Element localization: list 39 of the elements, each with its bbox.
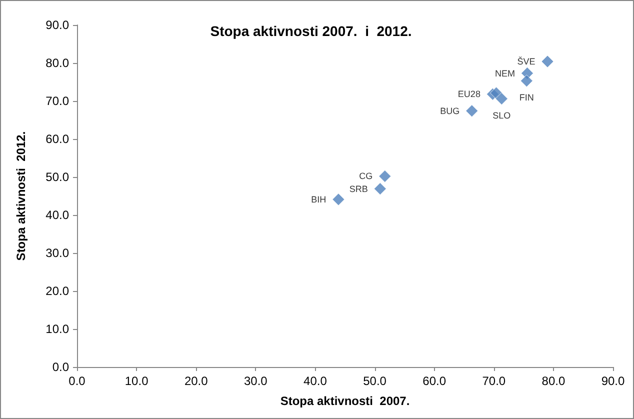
x-tick-label: 90.0 (601, 374, 625, 388)
data-label: SLO (492, 110, 511, 120)
y-tick-label: 20.0 (46, 284, 70, 298)
x-axis-title: Stopa aktivnosti 2007. (280, 394, 410, 408)
y-tick-label: 90.0 (46, 18, 70, 32)
y-tick-label: 30.0 (46, 246, 70, 260)
point (466, 104, 478, 118)
point (374, 182, 386, 196)
x-tick-label: 40.0 (304, 374, 328, 388)
point (378, 170, 392, 182)
y-tick-label: 70.0 (46, 94, 70, 108)
x-tick-label: 70.0 (482, 374, 506, 388)
data-label: BIH (311, 194, 326, 204)
y-tick-label: 40.0 (46, 208, 70, 222)
data-label: BUG (440, 106, 460, 116)
x-tick-label: 80.0 (542, 374, 566, 388)
data-label: EU28 (458, 89, 480, 100)
x-tick-label: 50.0 (363, 374, 387, 388)
point (520, 74, 533, 88)
chart-title: Stopa aktivnosti 2007. i 2012. (210, 23, 412, 39)
x-tick-label: 20.0 (184, 374, 208, 388)
x-tick-label: 0.0 (68, 374, 86, 388)
data-label: ŠVE (517, 56, 536, 66)
point (495, 92, 508, 105)
x-tick-label: 60.0 (422, 374, 446, 388)
x-tick-label: 30.0 (244, 374, 268, 388)
data-label: CG (359, 171, 373, 182)
y-tick-label: 0.0 (52, 360, 70, 374)
y-axis-title: Stopa aktivnosti 2012. (14, 131, 28, 261)
point (541, 55, 554, 68)
y-tick-label: 60.0 (46, 132, 70, 146)
y-tick-label: 80.0 (46, 56, 70, 70)
y-tick-label: 10.0 (46, 322, 70, 336)
y-tick-label: 50.0 (46, 170, 70, 184)
x-tick-label: 10.0 (124, 374, 149, 388)
data-label: FIN (519, 92, 534, 103)
point (332, 193, 345, 206)
data-label: SRB (349, 184, 368, 194)
data-label: NEM (494, 68, 515, 78)
